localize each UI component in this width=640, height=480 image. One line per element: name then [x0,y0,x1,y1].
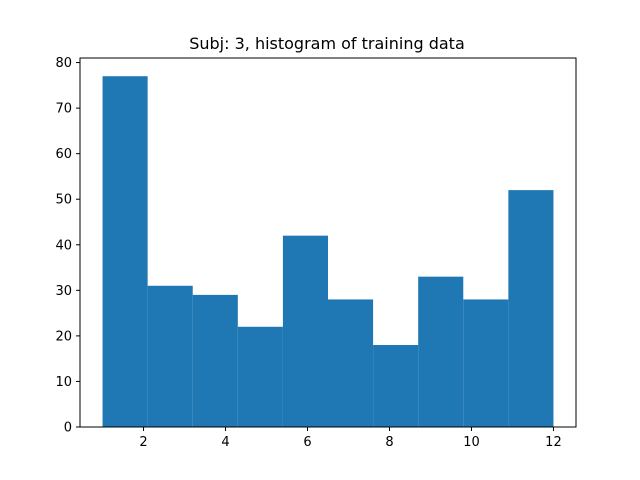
y-tick-label: 40 [55,238,72,253]
x-tick-label: 2 [139,435,147,450]
bars-group [102,76,554,427]
histogram-bar [282,235,328,427]
y-axis-ticks: 0 10 20 30 40 50 60 70 80 [55,56,80,436]
y-tick-label: 10 [55,375,72,390]
x-tick-label: 4 [221,435,229,450]
histogram-bar [373,345,419,427]
histogram-bar [102,76,148,427]
plot-frame [79,57,577,428]
histogram-bar [418,276,464,427]
histogram-bar [237,326,283,427]
histogram-bar [328,299,374,427]
y-tick-label: 50 [55,193,72,208]
x-tick-label: 6 [303,435,311,450]
x-tick-label: 12 [545,435,562,450]
y-tick-label: 30 [55,284,72,299]
histogram-bar [463,299,509,427]
y-tick-label: 0 [64,421,72,436]
x-tick-label: 8 [385,435,393,450]
histogram-bar [508,190,554,427]
x-axis-ticks: 2 4 6 8 10 12 [139,427,562,450]
y-tick-label: 60 [55,147,72,162]
chart-title: Subj: 3, histogram of training data [189,34,465,53]
y-tick-label: 70 [55,102,72,117]
x-tick-label: 10 [463,435,480,450]
histogram-bar [147,285,193,427]
y-tick-label: 20 [55,329,72,344]
y-tick-label: 80 [55,56,72,71]
histogram-bar [192,294,238,427]
